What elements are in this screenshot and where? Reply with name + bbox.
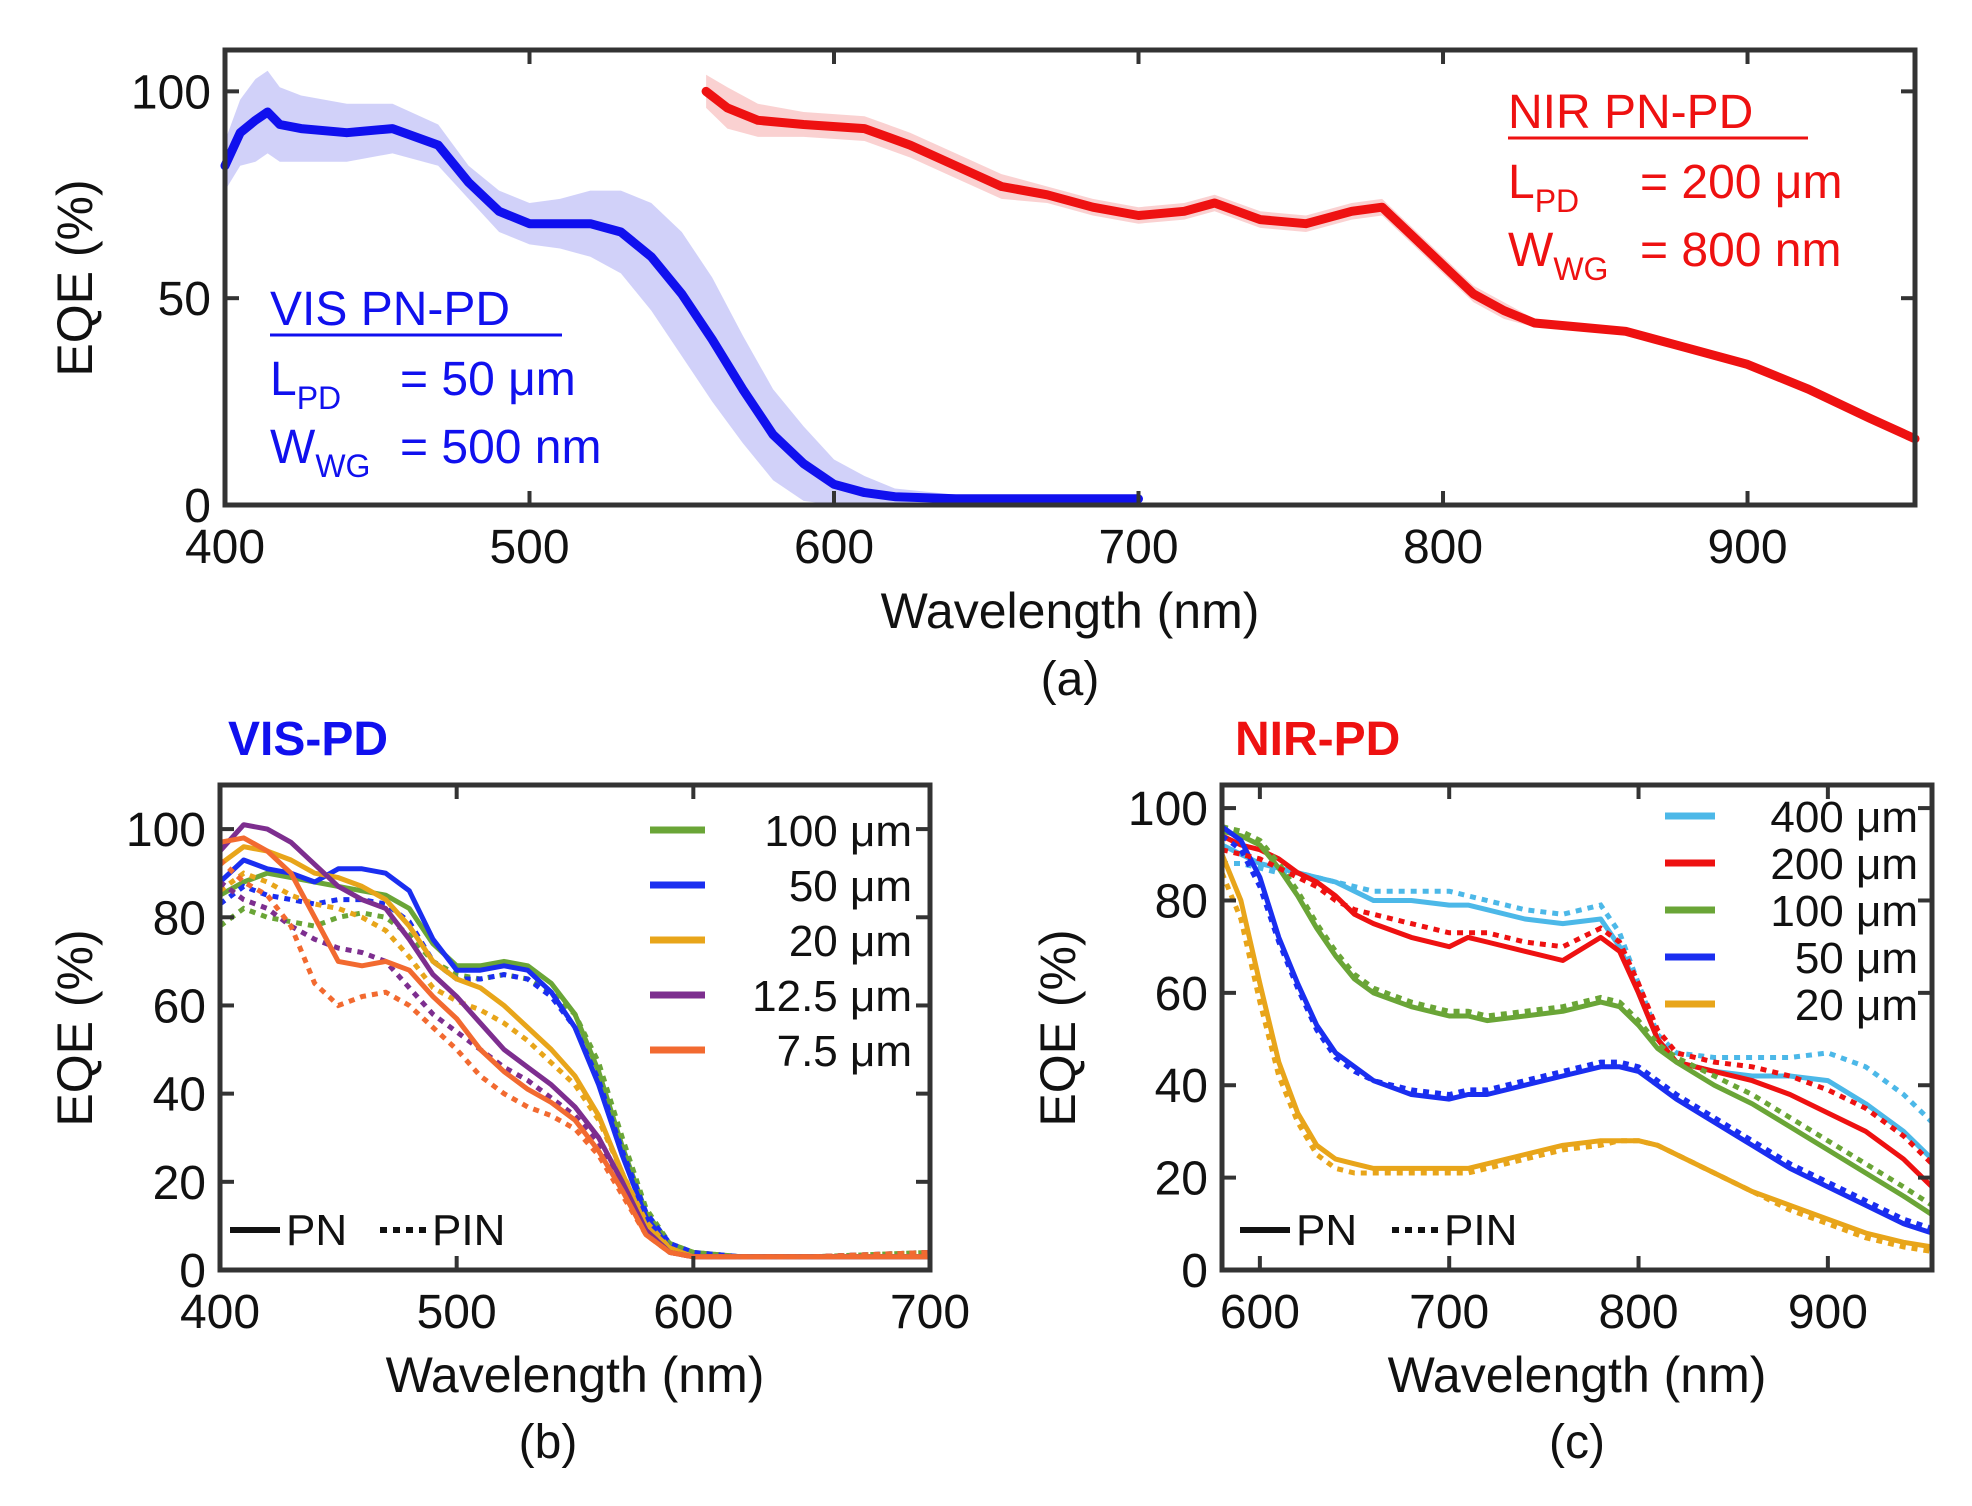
panel-c-xtick-label: 800 (1598, 1286, 1678, 1339)
panel-a-xlabel: Wavelength (nm) (881, 583, 1260, 639)
panel-a-xtick-label: 800 (1403, 521, 1483, 574)
vis-lpd-value: = 50 μm (400, 353, 576, 406)
panel-a-lines (220, 86, 1920, 504)
nir-annotation: NIR PN-PD LPD = 200 μm WWG = 800 nm (1508, 86, 1842, 287)
panel-c-lines (1222, 824, 1932, 1254)
pn-style-label: PN (1296, 1206, 1357, 1255)
panel-c-ytick-label: 80 (1155, 875, 1208, 928)
vis-wwg-value: = 500 nm (400, 421, 601, 474)
panel-b-series-group (220, 822, 930, 1260)
panel-c-ylabel: EQE (%) (1030, 929, 1086, 1126)
panel-c-ytick-label: 60 (1155, 968, 1208, 1021)
panel-a-ytick-label: 100 (131, 66, 211, 119)
panel-c-legend-label: 200 μm (1770, 840, 1918, 889)
nir-lpd-symbol: LPD (1508, 156, 1579, 219)
nir-wwg-value: = 800 nm (1640, 224, 1841, 277)
panel-b-ytick-label: 20 (153, 1157, 206, 1210)
panel-a-ylabel: EQE (%) (47, 179, 103, 376)
panel-c-pn-line-4 (1222, 853, 1932, 1250)
vis-wwg-symbol: WWG (270, 421, 370, 484)
panel-b-pin-line-1 (220, 883, 930, 1260)
panel-c-pin-line-extra (1222, 847, 1932, 1166)
panel-b-pn-line-2 (220, 844, 930, 1260)
panel-b-legend-label: 100 μm (764, 807, 912, 856)
panel-a-ytick-label: 50 (158, 273, 211, 326)
panel-b-xtick-label: 400 (180, 1286, 260, 1339)
nir-wwg-symbol: WWG (1508, 224, 1608, 287)
panel-c-legend-label: 100 μm (1770, 887, 1918, 936)
vis-annotation-title: VIS PN-PD (270, 283, 510, 336)
panel-b-ytick-label: 0 (179, 1245, 206, 1298)
panel-b-label: (b) (519, 1416, 578, 1469)
pin-style-label: PIN (1444, 1206, 1517, 1255)
panel-c-label: (c) (1549, 1416, 1605, 1469)
panel-c-series-group (1222, 824, 1932, 1254)
panel-c-xtick-label: 900 (1788, 1286, 1868, 1339)
panel-c-xlabel: Wavelength (nm) (1388, 1347, 1767, 1403)
panel-c-xtick-label: 700 (1409, 1286, 1489, 1339)
panel-c-pn-line-1 (1222, 833, 1932, 1189)
panel-b-xtick-label: 700 (890, 1286, 970, 1339)
panel-c-pin-line-3 (1222, 833, 1932, 1231)
panel-c-ytick-label: 20 (1155, 1153, 1208, 1206)
panel-b-ticks: 400 500 600 700 0 20 40 60 80 100 (126, 785, 970, 1339)
panel-c-ytick-label: 100 (1128, 783, 1208, 836)
panel-b-ylabel: EQE (%) (47, 929, 103, 1126)
panel-c-legend-label: 50 μm (1795, 934, 1918, 983)
panel-a-xtick-label: 700 (1098, 521, 1178, 574)
panel-a-line-vis (220, 107, 1143, 504)
panel-b-vis-pd-chart: VIS-PD 400 500 600 700 0 20 40 60 80 100 100 μm 50… (47, 713, 970, 1469)
panel-b-lines (220, 822, 930, 1260)
panel-b-legend-label: 50 μm (789, 862, 912, 911)
panel-b-ytick-label: 100 (126, 804, 206, 857)
panel-b-ytick-label: 60 (153, 980, 206, 1033)
panel-b-style-legend: PN PIN (230, 1206, 505, 1255)
pn-style-label: PN (286, 1206, 347, 1255)
panel-c-ytick-label: 0 (1181, 1245, 1208, 1298)
panel-b-legend: 100 μm 50 μm 20 μm 12.5 μm 7.5 μm (650, 807, 912, 1076)
vis-annotation: VIS PN-PD LPD = 50 μm WWG = 500 nm (270, 283, 601, 484)
pin-style-label: PIN (432, 1206, 505, 1255)
panel-c-ticks: 600 700 800 900 0 20 40 60 80 100 (1128, 783, 1932, 1339)
panel-c-pn-line-2 (1222, 828, 1932, 1217)
panel-c-frame (1219, 782, 1935, 1273)
panel-b-xtick-label: 500 (417, 1286, 497, 1339)
panel-a-label: (a) (1041, 653, 1100, 706)
panel-b-title: VIS-PD (228, 713, 388, 766)
panel-c-pn-line-3 (1222, 824, 1932, 1236)
panel-a-xtick-label: 400 (185, 521, 265, 574)
panel-b-legend-label: 7.5 μm (777, 1027, 912, 1076)
panel-a-xtick-label: 600 (794, 521, 874, 574)
panel-b-xlabel: Wavelength (nm) (386, 1347, 765, 1403)
panel-c-title: NIR-PD (1235, 713, 1400, 766)
vis-lpd-symbol: LPD (270, 353, 341, 416)
panel-b-legend-label: 20 μm (789, 917, 912, 966)
panel-c-pin-line-4 (1222, 871, 1932, 1254)
panel-c-style-legend: PN PIN (1240, 1206, 1517, 1255)
panel-c-legend-label: 400 μm (1770, 793, 1918, 842)
panel-b-legend-label: 12.5 μm (752, 972, 912, 1021)
panel-c-xtick-label: 600 (1220, 1286, 1300, 1339)
panel-c-legend-label: 20 μm (1795, 981, 1918, 1030)
panel-c-pin-line-2 (1222, 824, 1932, 1208)
panel-a-xtick-label: 500 (489, 521, 569, 574)
panel-a-ticks: 400 500 600 700 800 900 0 50 100 (131, 50, 1915, 574)
panel-b-xtick-label: 600 (653, 1286, 733, 1339)
panel-b-pn-line-4 (220, 835, 930, 1260)
panel-b-frame (217, 782, 933, 1273)
panel-a-ytick-label: 0 (184, 480, 211, 533)
panel-c-ytick-label: 40 (1155, 1060, 1208, 1113)
nir-lpd-value: = 200 μm (1640, 156, 1842, 209)
nir-annotation-title: NIR PN-PD (1508, 86, 1753, 139)
panel-a-xtick-label: 900 (1707, 521, 1787, 574)
panel-b-ytick-label: 40 (153, 1069, 206, 1122)
panel-a-frame (222, 47, 1918, 508)
panel-a-eqe-chart: 400 500 600 700 800 900 0 50 100 Wavelength (nm)… (47, 47, 1920, 706)
panel-a-line-nir (701, 86, 1920, 444)
panel-b-ytick-label: 80 (153, 892, 206, 945)
